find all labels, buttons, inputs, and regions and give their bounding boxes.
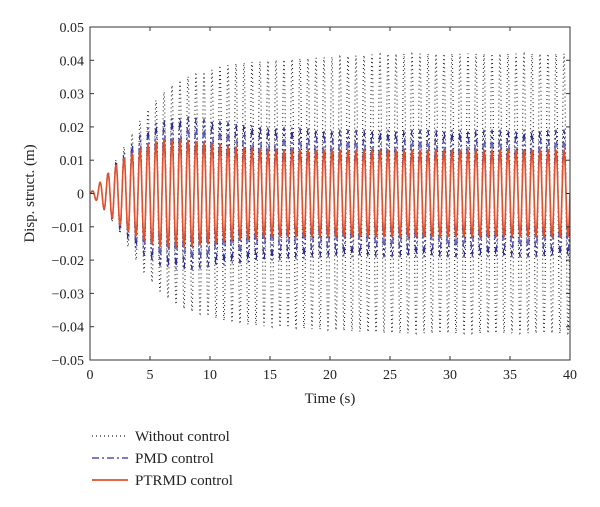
series-layer — [90, 51, 570, 336]
x-tick-label: 10 — [203, 368, 217, 383]
y-tick-label: −0.01 — [52, 221, 84, 236]
y-tick-label: 0.02 — [60, 121, 85, 136]
legend-label-1: Without control — [135, 429, 230, 445]
y-tick-label: 0.01 — [60, 154, 85, 169]
y-tick-label: 0.05 — [60, 21, 85, 36]
x-tick-label: 35 — [503, 368, 517, 383]
legend-label-2: PMD control — [135, 451, 214, 467]
y-tick-label: −0.04 — [52, 321, 84, 336]
x-tick-label: 30 — [443, 368, 457, 383]
x-axis: 0 5 10 15 20 25 30 35 40 — [87, 27, 577, 383]
y-tick-label: −0.02 — [52, 254, 84, 269]
y-tick-label: 0.04 — [60, 54, 85, 69]
legend: Without control PMD control PTRMD control — [92, 429, 233, 489]
x-tick-label: 25 — [383, 368, 397, 383]
x-tick-label: 20 — [323, 368, 337, 383]
series-line-3 — [90, 138, 570, 249]
y-axis-label: Disp. struct. (m) — [22, 144, 38, 242]
x-axis-label: Time (s) — [305, 391, 356, 407]
x-tick-label: 0 — [87, 368, 94, 383]
y-tick-label: 0.03 — [60, 88, 85, 103]
x-tick-label: 5 — [147, 368, 154, 383]
legend-label-3: PTRMD control — [135, 473, 233, 489]
x-tick-label: 40 — [563, 368, 577, 383]
x-tick-label: 15 — [263, 368, 277, 383]
y-tick-label: −0.05 — [52, 354, 84, 369]
y-tick-label: −0.03 — [52, 287, 84, 302]
y-axis: −0.05 −0.04 −0.03 −0.02 −0.01 0 0.01 0.02 0.03 0.… — [52, 21, 570, 369]
y-tick-label: 0 — [77, 188, 84, 203]
